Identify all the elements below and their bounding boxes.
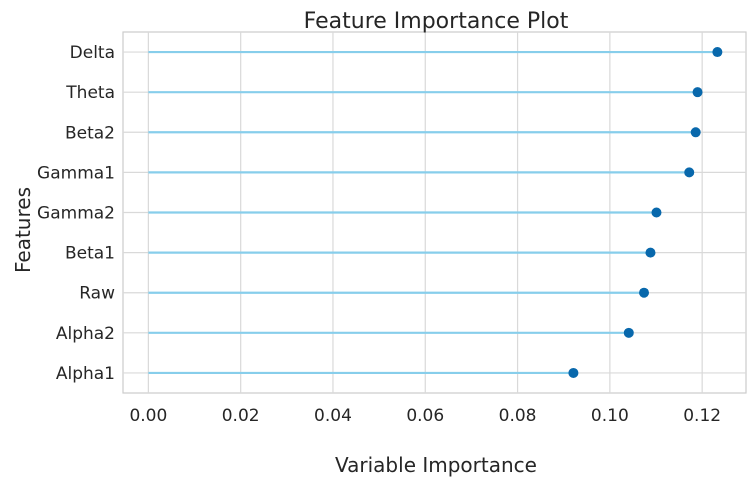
x-tick-label: 0.12 [683, 406, 721, 426]
marker-beta2 [690, 127, 701, 138]
marker-theta [692, 87, 703, 98]
y-axis-label: Features [11, 187, 35, 273]
x-axis-label: Variable Importance [335, 453, 537, 477]
x-tick-label: 0.04 [314, 406, 352, 426]
x-tick-label: 0.10 [591, 406, 629, 426]
marker-raw [639, 287, 650, 298]
lollipop-stems [148, 50, 718, 375]
y-tick-label: Theta [65, 83, 115, 103]
y-tick-label: Alpha2 [56, 324, 115, 344]
marker-gamma1 [684, 167, 695, 178]
y-tick-label: Gamma2 [37, 204, 115, 224]
marker-gamma2 [651, 207, 662, 218]
chart-title: Feature Importance Plot [304, 9, 569, 34]
marker-delta [712, 47, 723, 58]
x-tick-labels: 0.00 0.02 0.04 0.06 0.08 0.10 0.12 [129, 406, 721, 426]
marker-alpha2 [623, 327, 634, 338]
y-tick-label: Beta1 [65, 244, 115, 264]
y-tick-labels: Delta Theta Beta2 Gamma1 Gamma2 Beta1 Raw Alpha… [37, 43, 115, 384]
y-tick-label: Delta [70, 43, 115, 63]
x-tick-label: 0.06 [406, 406, 444, 426]
x-tick-label: 0.08 [499, 406, 537, 426]
y-tick-label: Raw [79, 284, 115, 304]
lollipop-markers [568, 47, 723, 378]
y-tick-label: Beta2 [65, 123, 115, 143]
x-tick-label: 0.02 [222, 406, 260, 426]
y-tick-label: Alpha1 [56, 364, 115, 384]
marker-beta1 [645, 247, 656, 258]
y-tick-label: Gamma1 [37, 163, 115, 183]
x-tick-label: 0.00 [129, 406, 167, 426]
marker-alpha1 [568, 367, 579, 378]
